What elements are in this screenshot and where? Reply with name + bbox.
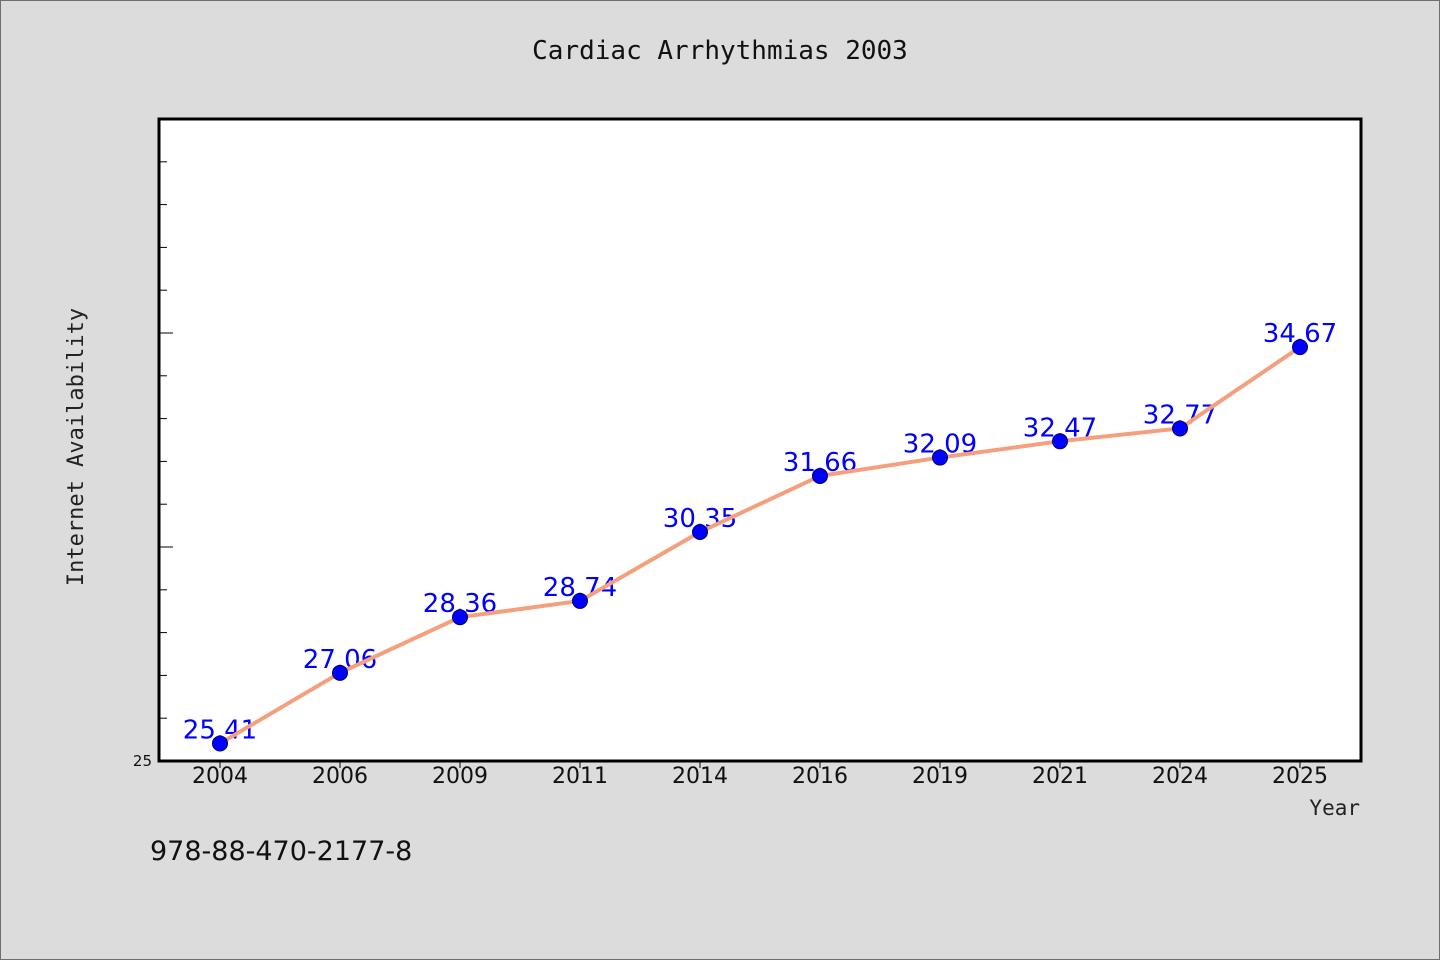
x-tick-label: 2024 bbox=[1152, 764, 1208, 789]
x-tick-label: 2009 bbox=[432, 764, 488, 789]
x-tick-label: 2006 bbox=[312, 764, 368, 789]
data-point bbox=[932, 449, 948, 466]
series-line-path bbox=[218, 345, 1302, 746]
data-point bbox=[572, 592, 588, 609]
x-tick-label: 2019 bbox=[912, 764, 968, 789]
x-tick-label: 2016 bbox=[792, 764, 848, 789]
x-tick-label: 2021 bbox=[1032, 764, 1088, 789]
chart-title: Cardiac Arrhythmias 2003 bbox=[532, 36, 908, 66]
data-point bbox=[812, 467, 828, 484]
plot-area bbox=[157, 117, 1363, 763]
data-point bbox=[1052, 433, 1068, 450]
data-points bbox=[212, 339, 1308, 752]
series-line bbox=[218, 345, 1302, 746]
y-tick-label: 25 bbox=[133, 752, 152, 770]
y-axis-label: Internet Availability bbox=[64, 307, 89, 587]
isbn-text: 978-88-470-2177-8 bbox=[150, 836, 413, 867]
x-tick-label: 2014 bbox=[672, 764, 728, 789]
axis-ticks: 25 2004 2006 2009 2011 2014 2016 2019 2021 2024 20… bbox=[133, 161, 1328, 789]
x-tick-label: 2011 bbox=[552, 764, 608, 789]
data-point bbox=[452, 609, 468, 626]
x-tick-label: 2004 bbox=[192, 764, 248, 789]
data-point bbox=[1292, 339, 1308, 356]
data-point bbox=[1172, 420, 1188, 437]
x-axis-label: Year bbox=[1309, 796, 1360, 820]
data-point bbox=[332, 664, 348, 681]
data-point bbox=[212, 735, 228, 752]
x-tick-label: 2025 bbox=[1272, 764, 1328, 789]
data-point bbox=[692, 524, 708, 541]
